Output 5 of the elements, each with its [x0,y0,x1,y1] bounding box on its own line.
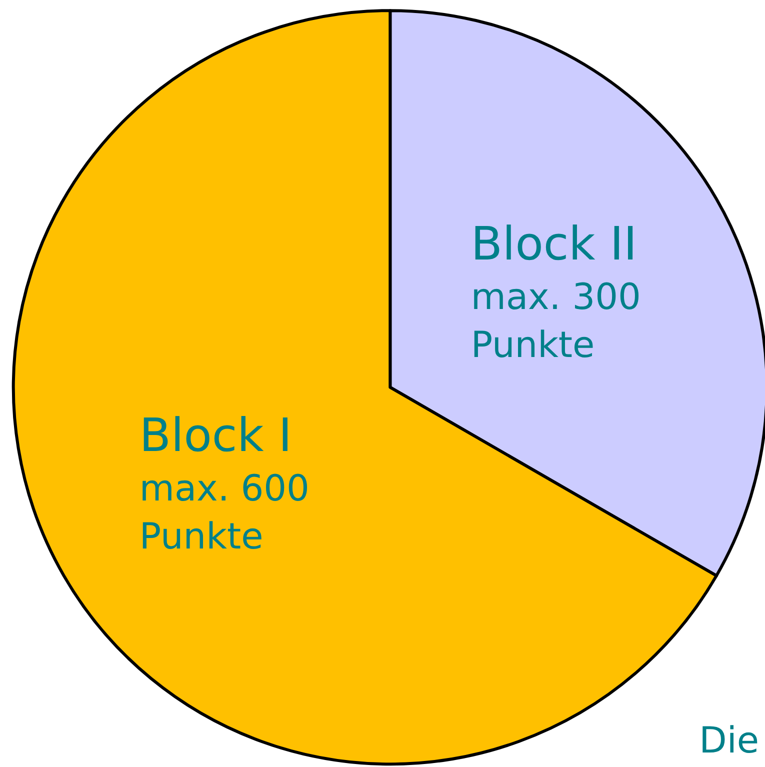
slice-label: Block II [470,216,638,271]
data-label: max. 300 Punkte [470,277,641,366]
slice-label: Block I [139,408,292,462]
text: Die [699,720,760,762]
data-label: max. 600 Punkte [139,468,310,558]
